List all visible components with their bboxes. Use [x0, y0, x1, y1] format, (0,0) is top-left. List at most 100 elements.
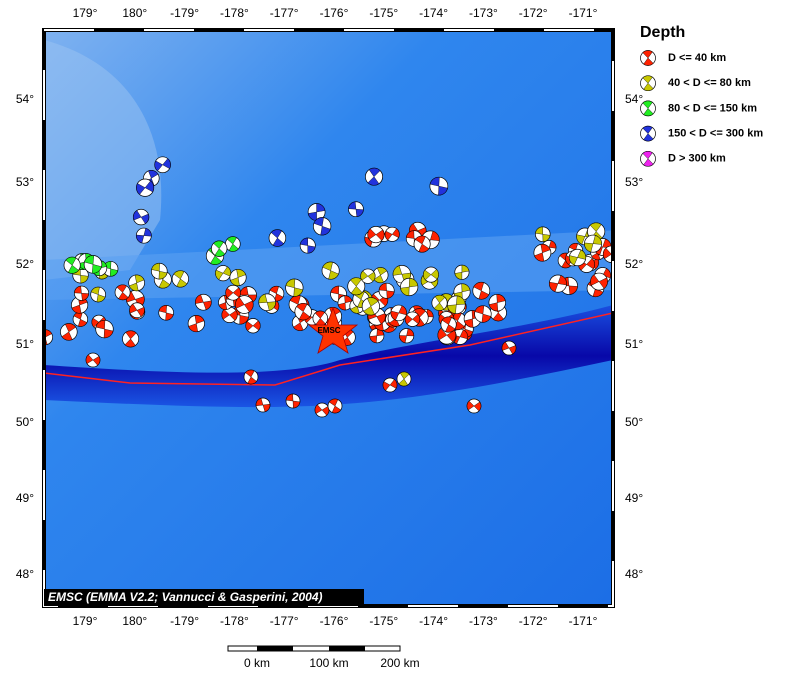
beachball-quadrant [299, 311, 311, 321]
beachball-quadrant [270, 229, 283, 239]
beachball-quadrant [158, 279, 171, 289]
beachball-quadrant [67, 264, 79, 274]
beachball-quadrant [430, 269, 439, 280]
beachball-quadrant [535, 226, 543, 235]
beachball-quadrant [598, 277, 608, 289]
scale-bar [227, 645, 401, 652]
beachball-quadrant [262, 403, 271, 412]
beachball-quadrant [589, 222, 602, 232]
beachball-quadrant [375, 229, 385, 241]
beachball-quadrant [584, 242, 594, 253]
beachball-quadrant [534, 252, 545, 262]
lon-label-bottom: -171° [569, 614, 598, 628]
beachball-quadrant [454, 272, 463, 280]
beachball-quadrant [392, 265, 403, 276]
beachball-quadrant [269, 286, 279, 294]
beachball-quadrant [128, 282, 139, 292]
beachball-quadrant [369, 335, 378, 344]
beachball-quadrant [65, 256, 77, 266]
beachball-quadrant [568, 285, 578, 295]
plate-boundary [44, 312, 613, 386]
beachball-quadrant [148, 170, 159, 179]
beachball-quadrant [109, 268, 119, 277]
beachball-quadrant [258, 293, 268, 304]
credit: EMSC (EMMA V2.2; Vannucci & Gasperini, 2… [48, 590, 323, 604]
beachball-quadrant [386, 290, 395, 299]
lon-label-top: -176° [320, 6, 349, 20]
beachball-quadrant [473, 401, 482, 412]
lon-label-top: -173° [469, 6, 498, 20]
lon-label-bottom: -175° [369, 614, 398, 628]
beachball-quadrant [91, 317, 100, 328]
lon-label-top: -175° [369, 6, 398, 20]
scale-label: 200 km [380, 656, 419, 670]
beachball-quadrant [488, 302, 499, 312]
lat-label-right: 48° [625, 567, 643, 581]
lat-label-right: 54° [625, 92, 643, 106]
beachball-quadrant [133, 210, 142, 221]
lon-label-bottom: 179° [73, 614, 98, 628]
beachball-quadrant [363, 306, 375, 316]
beachball-quadrant [406, 328, 415, 337]
lon-label-top: -177° [270, 6, 299, 20]
beachball-quadrant [642, 151, 653, 160]
beachball-quadrant [400, 286, 410, 296]
beachball-quadrant [103, 328, 114, 339]
beachball-quadrant [134, 274, 145, 284]
beachball-quadrant [236, 269, 246, 278]
beachball-quadrant [266, 301, 276, 311]
beachball-quadrant [350, 305, 360, 314]
lon-label-bottom: -178° [220, 614, 249, 628]
beachball-quadrant [569, 255, 578, 266]
beachball-quadrant [314, 310, 325, 319]
shelf [44, 40, 162, 280]
lon-label-top: 180° [122, 6, 147, 20]
epicenter-star [307, 306, 359, 354]
beachball-quadrant [643, 82, 654, 91]
legend-label: 40 < D <= 80 km [668, 77, 751, 89]
beachball-quadrant [252, 320, 261, 331]
beachball-quadrant [466, 400, 475, 411]
beachball-quadrant [586, 258, 595, 270]
beachball-quadrant [360, 270, 369, 281]
beachball-quadrant [296, 303, 308, 312]
beachball-quadrant [433, 302, 445, 311]
beachball-quadrant [328, 398, 339, 407]
beachball-quadrant [423, 269, 432, 281]
beachball-quadrant [316, 203, 326, 213]
scale-label: 100 km [309, 656, 348, 670]
beachball-quadrant [378, 282, 387, 292]
beachball-quadrant [293, 322, 304, 331]
beachball-quadrant [225, 287, 234, 299]
beachball-quadrant [124, 338, 136, 348]
beachball-quadrant [235, 296, 245, 309]
beachball-quadrant [398, 305, 407, 316]
beachball-quadrant [384, 230, 393, 241]
beachball-quadrant [603, 247, 612, 260]
beachball-quadrant [474, 305, 485, 315]
beachball-quadrant [285, 278, 296, 288]
lon-label-top: 179° [73, 6, 98, 20]
lat-label-right: 52° [625, 257, 643, 271]
beachball-quadrant [367, 228, 377, 240]
beachball-quadrant [446, 330, 456, 343]
scale-label: 0 km [244, 656, 270, 670]
beachball-quadrant [643, 133, 654, 142]
beachball-quadrant [95, 320, 106, 330]
legend-title: Depth [640, 24, 685, 41]
beachball-quadrant [143, 228, 152, 237]
beachball-quadrant [314, 404, 323, 414]
beachball-quadrant [226, 236, 237, 245]
beachball-quadrant [418, 243, 430, 253]
beachball-quadrant [337, 302, 346, 311]
beachball-quadrant [430, 230, 440, 241]
beachball-quadrant [129, 303, 138, 314]
lon-label-top: -171° [569, 6, 598, 20]
beachball-quadrant [213, 240, 224, 249]
beachball-quadrant [456, 295, 466, 306]
beachball-quadrant [245, 369, 255, 378]
beachball-quadrant [473, 282, 485, 292]
lat-label-left: 49° [16, 491, 34, 505]
lat-label-left: 50° [16, 415, 34, 429]
beachball-quadrant [96, 294, 106, 303]
